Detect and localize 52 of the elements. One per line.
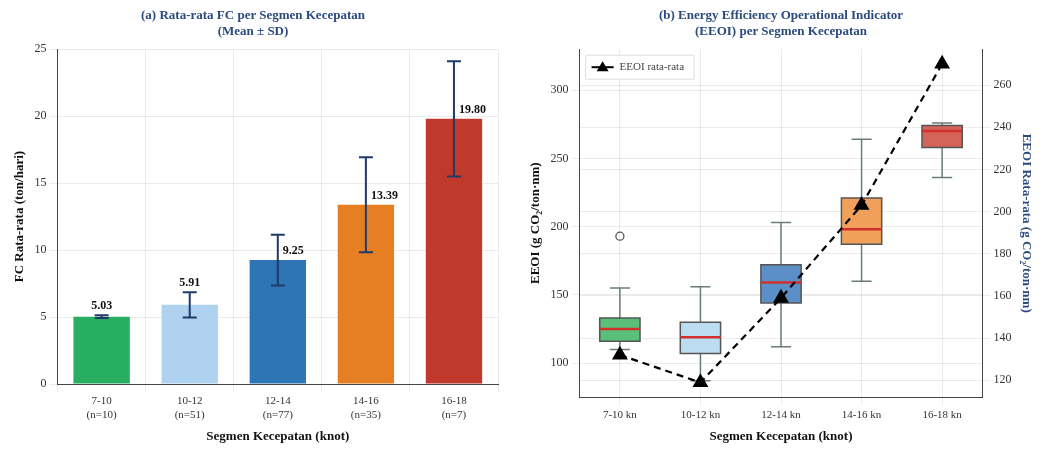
data-label: 5.03 — [91, 298, 113, 313]
y-tick-label: 100 — [550, 355, 569, 370]
y-tick-label: 150 — [550, 287, 569, 301]
y2-tick-label: 240 — [993, 119, 1012, 134]
bar — [249, 260, 306, 384]
data-label: 13.39 — [370, 187, 398, 202]
y-tick-label: 0 — [40, 376, 47, 391]
x-tick-label: 12-14 kn — [761, 407, 802, 420]
y-tick-label: 200 — [550, 218, 569, 233]
legend-label: EEOI rata-rata — [619, 60, 685, 73]
x-tick-label: 10-12 kn — [680, 407, 721, 420]
y2-tick-label: 180 — [993, 245, 1012, 260]
bar — [161, 304, 218, 384]
y2-axis-title: EEOI Rata-rata (g CO₂/ton·nm) — [1019, 133, 1035, 313]
x-tick-label: 14-16 (n=35) — [350, 394, 382, 421]
y-tick-label: 25 — [34, 41, 47, 56]
y-tick-label: 15 — [34, 175, 47, 190]
y-axis-title: EEOI (g CO₂/ton·nm) — [527, 162, 543, 285]
x-tick-label: 16-18 kn — [922, 407, 963, 420]
x-tick-label: 12-14 (n=77) — [262, 394, 294, 421]
x-tick-label: 14-16 kn — [841, 407, 882, 420]
y-axis-title: FC Rata-rata (ton/hari) — [11, 150, 27, 283]
y2-tick-label: 160 — [993, 288, 1012, 303]
data-label: 5.91 — [179, 275, 201, 290]
bar — [337, 204, 395, 384]
y2-tick-label: 120 — [993, 372, 1012, 387]
x-tick-label: 10-12 (n=51) — [174, 394, 206, 421]
chart-title: (a) Rata-rata FC per Segmen Kecepatan (Mean ± SD) — [141, 7, 366, 38]
x-tick-label: 7-10 kn — [602, 407, 638, 420]
y-tick-label: 300 — [550, 82, 569, 97]
point — [934, 55, 950, 69]
point — [773, 289, 789, 303]
x-axis-title: Segmen Kecepatan (knot) — [709, 427, 853, 443]
point — [854, 197, 869, 210]
y-tick-label: 10 — [34, 242, 47, 257]
y-tick-label: 20 — [34, 108, 47, 123]
y-tick-label: 250 — [550, 150, 569, 165]
bar — [425, 118, 483, 384]
point — [612, 346, 628, 360]
data-label: 9.25 — [282, 243, 304, 258]
bar — [73, 316, 130, 384]
y2-tick-label: 220 — [993, 161, 1012, 176]
x-axis-title: Segmen Kecepatan (knot) — [206, 427, 350, 443]
y2-tick-label: 140 — [993, 330, 1012, 345]
chart-title: (b) Energy Efficiency Operational Indicator (EEOI) per Segmen Kecepatan — [658, 7, 904, 38]
data-label: 19.80 — [458, 101, 486, 116]
y2-tick-label: 260 — [993, 77, 1012, 92]
x-tick-label: 16-18 (n=7) — [441, 394, 468, 421]
y-tick-label: 5 — [40, 309, 47, 324]
point — [693, 374, 708, 388]
y2-tick-label: 200 — [993, 203, 1012, 218]
x-tick-label: 7-10 (n=10) — [86, 394, 117, 421]
